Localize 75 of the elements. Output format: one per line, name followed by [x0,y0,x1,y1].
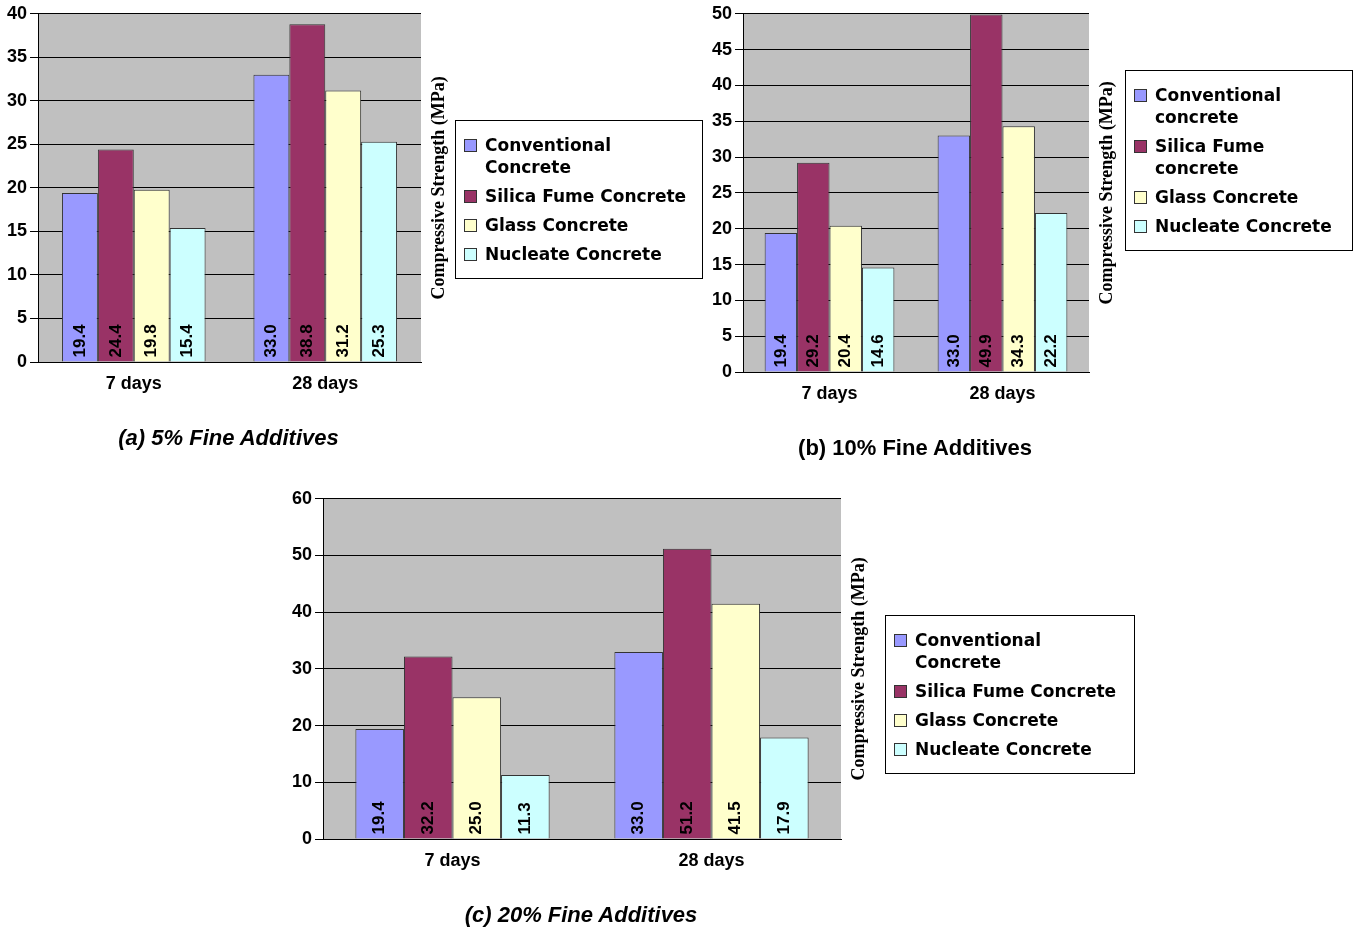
y-tick-label: 0 [17,350,28,371]
data-label: 31.2 [332,324,352,358]
x-tick-label: 28 days [292,372,359,393]
data-label: 19.8 [141,324,161,358]
data-label: 33.0 [943,334,963,368]
data-label: 22.2 [1040,334,1060,368]
legend-label: Nucleate Concrete [915,738,1092,760]
legend-label: Conventional Concrete [485,134,612,178]
text: (b) 10% Fine Additives [798,434,1032,460]
y-tick-label: 35 [711,110,733,131]
x-tick-label: 7 days [801,382,858,403]
y-tick-label: 15 [6,220,28,241]
y-tick-label: 25 [6,133,28,154]
text: (a) 5% Fine Additives [118,424,339,450]
data-label: 49.9 [975,334,995,368]
y-tick-label: 40 [711,74,733,95]
legend-label: Glass Concrete [1155,186,1299,208]
data-label: 25.0 [466,801,486,835]
data-label: 34.3 [1008,334,1028,368]
y-tick-label: 0 [722,360,733,381]
data-label: 15.4 [177,323,197,358]
data-label: 19.4 [69,323,89,358]
legend-label: Nucleate Concrete [1155,215,1332,237]
x-tick-label: 7 days [424,849,481,870]
x-tick-label: 28 days [678,849,745,870]
data-label: 29.2 [802,334,822,368]
y-tick-label: 10 [6,263,28,284]
y-tick-label: 30 [6,89,28,110]
y-tick-label: 20 [6,176,28,197]
y-tick-label: 60 [291,487,313,508]
data-label: 19.4 [770,333,790,368]
y-tick-label: 40 [6,2,28,23]
data-label: 38.8 [296,324,316,358]
y-tick-label: 40 [291,601,313,622]
data-label: 24.4 [105,323,125,358]
y-tick-label: 15 [711,253,733,274]
y-axis-title: Compressive Strength (MPa) [847,557,869,781]
y-tick-label: 5 [17,307,28,328]
data-label: 11.3 [515,802,535,835]
legend-label: Silica Fume concrete [1155,135,1266,179]
y-tick-label: 50 [291,544,313,565]
legend-label: Conventional Concrete [915,629,1042,673]
y-tick-label: 10 [291,771,313,792]
y-axis-title: Compressive Strength (MPa) [427,76,449,300]
legend-label: Conventional concrete [1155,84,1282,128]
data-label: 33.0 [261,324,281,358]
legend-label: Nucleate Concrete [485,243,662,265]
y-tick-label: 30 [711,146,733,167]
x-tick-label: 7 days [105,372,162,393]
data-label: 19.4 [369,800,389,835]
y-tick-label: 35 [6,46,28,67]
data-label: 33.0 [628,801,648,835]
data-label: 41.5 [725,801,745,835]
legend-label: Silica Fume Concrete [485,185,687,207]
y-tick-label: 20 [291,714,313,735]
y-tick-label: 5 [722,325,733,346]
legend-label: Silica Fume Concrete [915,680,1117,702]
data-label: 14.6 [867,334,887,368]
data-label: 32.2 [417,801,437,835]
y-tick-label: 50 [711,2,733,23]
y-axis-title: Compressive Strength (MPa) [1095,81,1117,305]
legend-label: Glass Concrete [485,214,629,236]
y-tick-label: 10 [711,289,733,310]
data-label: 17.9 [774,801,794,835]
y-tick-label: 25 [711,181,733,202]
y-tick-label: 30 [291,657,313,678]
y-tick-label: 20 [711,217,733,238]
data-label: 51.2 [676,801,696,835]
data-label: 20.4 [835,333,855,368]
data-label: 25.3 [368,324,388,358]
x-tick-label: 28 days [969,382,1036,403]
y-tick-label: 45 [711,38,733,59]
legend-label: Glass Concrete [915,709,1059,731]
y-tick-label: 0 [302,827,313,848]
text: (c) 20% Fine Additives [464,901,698,927]
